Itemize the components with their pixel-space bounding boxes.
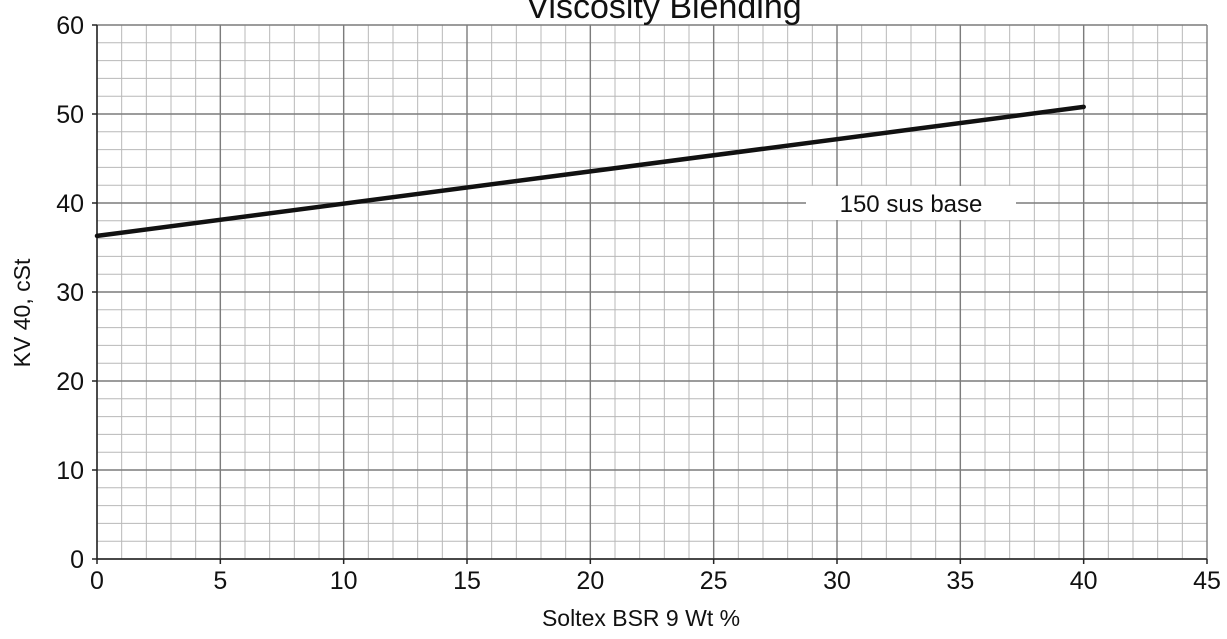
x-tick-label: 40 xyxy=(1070,567,1098,595)
annotation-background xyxy=(806,186,1016,220)
y-tick-label: 10 xyxy=(56,457,84,485)
series-line xyxy=(94,104,1086,239)
x-tick-label: 25 xyxy=(700,567,728,595)
series-annotation: 150 sus base xyxy=(840,191,983,218)
x-axis-label: Soltex BSR 9 Wt % xyxy=(542,605,740,631)
x-tick-label: 20 xyxy=(576,567,604,595)
x-tick-label: 5 xyxy=(213,567,227,595)
y-tick-label: 60 xyxy=(56,12,84,40)
y-axis-label: KV 40, cSt xyxy=(9,258,35,367)
x-tick-label: 15 xyxy=(453,567,481,595)
y-tick-label: 0 xyxy=(70,546,84,574)
x-tick-label: 10 xyxy=(330,567,358,595)
y-tick-label: 20 xyxy=(56,368,84,396)
x-tick-label: 0 xyxy=(90,567,104,595)
y-tick-label: 30 xyxy=(56,279,84,307)
x-tick-label: 35 xyxy=(946,567,974,595)
x-tick-label: 30 xyxy=(823,567,851,595)
x-tick-label: 45 xyxy=(1193,567,1221,595)
chart-title: Viscosity Blending xyxy=(526,0,801,26)
y-tick-label: 50 xyxy=(56,101,84,129)
y-tick-label: 40 xyxy=(56,190,84,218)
